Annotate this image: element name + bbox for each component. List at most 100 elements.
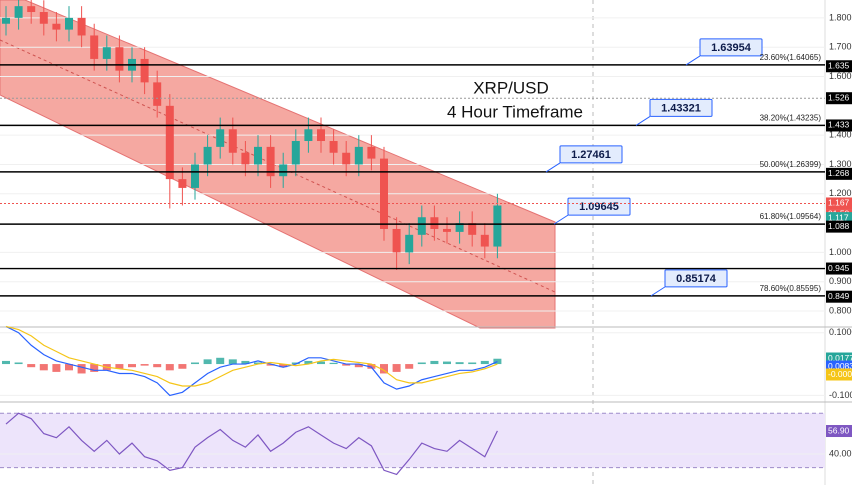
histogram-bar xyxy=(317,361,325,365)
histogram-bar xyxy=(140,364,149,366)
chart-title: XRP/USD xyxy=(473,78,549,97)
histogram-bar xyxy=(291,362,300,365)
callout-pointer xyxy=(650,286,666,297)
rsi-line xyxy=(5,412,498,476)
fib-label: 50.00%(1.26399) xyxy=(760,160,822,169)
callout-box xyxy=(559,145,623,164)
histogram-bar xyxy=(241,360,250,365)
candle-body xyxy=(178,179,187,188)
candle-body xyxy=(115,47,124,71)
axis-tag-label: 1.167 xyxy=(828,198,850,208)
candle-body xyxy=(380,158,388,229)
y-tick-label: 1.700 xyxy=(829,42,852,52)
candle-body xyxy=(153,82,162,106)
axis-tag xyxy=(826,425,852,438)
histogram-bar xyxy=(128,364,136,368)
histogram-bar xyxy=(342,364,351,366)
candle-body xyxy=(228,129,237,153)
candle-body xyxy=(2,17,10,24)
axis-tag-label: 0.0177 xyxy=(828,353,852,363)
candle-body xyxy=(317,129,325,142)
candle-body xyxy=(443,228,451,232)
candle-body xyxy=(405,234,414,253)
axis-tag-label: 1.117 xyxy=(828,212,849,222)
callout-pointer xyxy=(635,115,651,126)
candle-body xyxy=(493,205,502,247)
axis-tag-label: -0.000 xyxy=(828,369,852,379)
axis-tag xyxy=(826,60,852,73)
histogram-bar xyxy=(304,360,313,365)
histogram-bar xyxy=(392,364,401,372)
histogram-bar xyxy=(77,364,86,374)
histogram-bar xyxy=(165,364,174,371)
fib-label: 23.60%(1.64065) xyxy=(760,53,822,62)
axis-tag-label: 1.635 xyxy=(828,61,850,71)
y-tick-label: 1.200 xyxy=(829,188,852,198)
axis-tag-label: 1.088 xyxy=(828,221,850,231)
histogram-bar xyxy=(443,361,451,365)
callout-label: 1.27461 xyxy=(571,149,611,161)
axis-tag-label: 1.526 xyxy=(828,92,850,102)
candle-body xyxy=(140,58,149,83)
candle-body xyxy=(241,152,250,165)
histogram-bar xyxy=(27,364,36,368)
histogram-bar xyxy=(153,364,162,368)
candle-body xyxy=(102,47,111,59)
candle-body xyxy=(417,217,426,235)
histogram-bar xyxy=(455,362,464,365)
candle-body xyxy=(480,234,489,247)
histogram-bar xyxy=(216,357,225,365)
candle-body xyxy=(354,146,363,165)
callout-label: 0.85174 xyxy=(676,273,717,285)
histogram-bar xyxy=(14,362,23,365)
candle-body xyxy=(203,146,212,165)
callout-pointer xyxy=(545,162,561,173)
candle-body xyxy=(165,105,174,180)
histogram-bar xyxy=(39,364,48,371)
candle-body xyxy=(14,6,23,18)
candle-body xyxy=(27,6,36,13)
candle-body xyxy=(367,146,376,159)
histogram-bar xyxy=(430,360,439,365)
axis-tag xyxy=(826,167,852,180)
callout-pointer xyxy=(553,214,569,225)
candle-body xyxy=(216,129,225,147)
histogram-bar xyxy=(65,364,73,371)
macd-line xyxy=(5,325,498,387)
y-tick-label: -0.100 xyxy=(829,390,852,400)
callout-pointer xyxy=(685,55,701,66)
histogram-bar xyxy=(178,364,187,369)
axis-tag xyxy=(826,119,852,132)
callout-box xyxy=(664,269,728,288)
chart-subtitle: 4 Hour Timeframe xyxy=(447,102,583,121)
candle-body xyxy=(304,129,313,142)
axis-tag xyxy=(826,197,852,210)
axis-tag-label: 0.849 xyxy=(828,291,850,301)
axis-tag-label: 1.433 xyxy=(828,120,850,130)
candle-body xyxy=(430,217,439,229)
y-tick-label: 0.800 xyxy=(829,305,852,315)
candle-body xyxy=(342,152,351,165)
y-tick-label: 1.400 xyxy=(829,130,852,140)
rsi-band xyxy=(0,413,825,468)
axis-tag xyxy=(826,92,852,105)
callout-box xyxy=(699,38,763,57)
histogram-bar xyxy=(279,364,288,368)
axis-tag-label: 56.90 xyxy=(828,425,850,435)
fib-label: 38.20%(1.43235) xyxy=(760,114,822,123)
candle-body xyxy=(39,12,48,24)
callout-label: 1.43321 xyxy=(661,102,701,114)
histogram-bar xyxy=(191,362,199,365)
axis-tag xyxy=(826,262,852,275)
callout-label: 1.63954 xyxy=(711,42,752,54)
histogram-bar xyxy=(254,362,262,365)
histogram-bar xyxy=(115,364,124,369)
candle-body xyxy=(266,146,275,177)
y-tick-label: 1.600 xyxy=(829,71,852,81)
candle-body xyxy=(279,164,288,177)
histogram-bar xyxy=(228,359,237,365)
histogram-bar xyxy=(480,360,489,365)
candle-body xyxy=(254,146,262,165)
